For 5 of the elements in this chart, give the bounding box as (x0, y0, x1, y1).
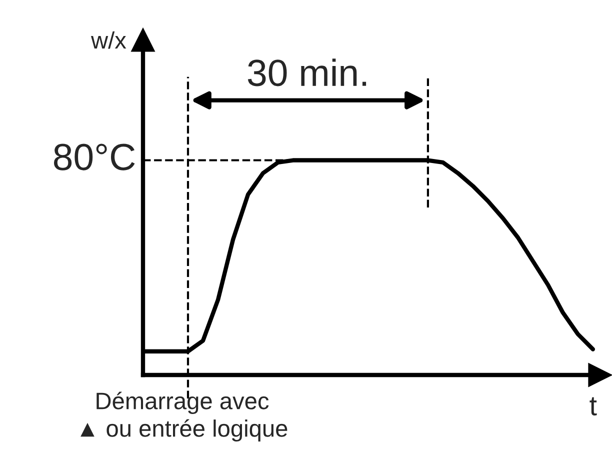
x-axis-title: t (590, 397, 597, 416)
text: 30 min. (248, 58, 366, 86)
ref-line-label: 80°C (54, 144, 135, 170)
y-axis-title: w/x (90, 31, 126, 49)
text: Démarrage avec ▲ ou entrée logique (80, 392, 288, 442)
